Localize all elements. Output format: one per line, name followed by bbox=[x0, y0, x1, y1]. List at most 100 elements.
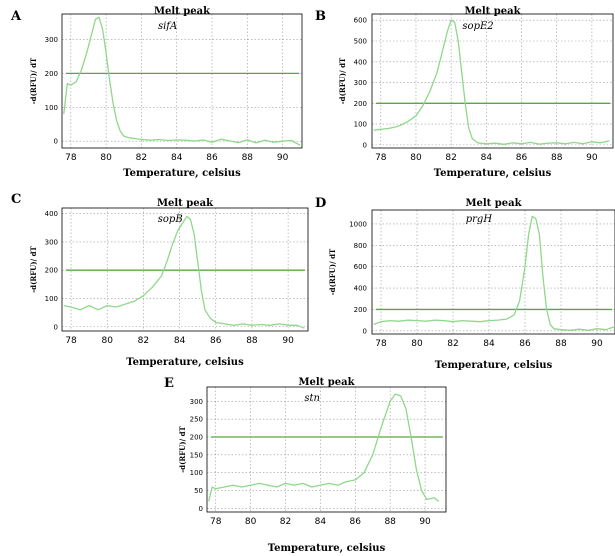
y-tick-label: 0 bbox=[54, 138, 58, 146]
x-tick-label: 86 bbox=[516, 153, 528, 163]
x-tick-label: 78 bbox=[375, 339, 387, 349]
x-tick-label: 90 bbox=[419, 517, 431, 527]
y-tick-label: 600 bbox=[354, 263, 367, 271]
x-tick-label: 84 bbox=[171, 153, 183, 163]
x-tick-label: 78 bbox=[65, 336, 77, 346]
x-tick-label: 82 bbox=[136, 153, 147, 163]
y-axis-label: -d(RFU)/ dT bbox=[338, 57, 347, 104]
melt-curve bbox=[373, 215, 615, 331]
x-axis-label: Temperature, celsius bbox=[435, 360, 553, 371]
y-tick-label: 500 bbox=[354, 38, 367, 46]
x-tick-label: 78 bbox=[210, 517, 222, 527]
plot-frame bbox=[61, 207, 309, 332]
x-tick-label: 80 bbox=[100, 153, 112, 163]
y-tick-label: 0 bbox=[199, 505, 203, 513]
plot-frame bbox=[206, 386, 447, 513]
y-tick-label: 150 bbox=[190, 451, 203, 459]
x-tick-label: 84 bbox=[315, 517, 327, 527]
x-tick-label: 90 bbox=[277, 153, 289, 163]
x-tick-label: 84 bbox=[481, 153, 493, 163]
x-tick-label: 80 bbox=[410, 153, 422, 163]
x-tick-label: 84 bbox=[483, 339, 495, 349]
y-tick-label: 400 bbox=[354, 285, 367, 293]
gene-label: stn bbox=[304, 393, 320, 404]
plot-frame bbox=[371, 209, 615, 335]
panel-letter-a: A bbox=[10, 9, 22, 24]
y-axis-label: -d(RFU)/ dT bbox=[328, 248, 337, 295]
y-tick-label: 200 bbox=[45, 70, 58, 78]
x-axis-label: Temperature, celsius bbox=[268, 543, 386, 554]
panel-letter-d: D bbox=[315, 196, 326, 211]
x-tick-label: 88 bbox=[551, 153, 563, 163]
chart-title: Melt peak bbox=[465, 198, 522, 209]
panel-letter-e: E bbox=[164, 376, 174, 391]
x-tick-label: 84 bbox=[174, 336, 186, 346]
y-tick-label: 100 bbox=[354, 121, 367, 129]
chart-title: Melt peak bbox=[298, 377, 355, 388]
x-tick-label: 90 bbox=[591, 339, 603, 349]
x-tick-label: 86 bbox=[519, 339, 531, 349]
y-tick-label: 250 bbox=[190, 416, 203, 424]
y-tick-label: 200 bbox=[45, 267, 58, 275]
plot-frame bbox=[61, 13, 303, 149]
x-tick-label: 80 bbox=[245, 517, 257, 527]
panel-a: A Melt peak sifA 78 80 82 84 86 88 90 0 100 200 300 Te… bbox=[10, 6, 303, 179]
x-tick-label: 78 bbox=[65, 153, 77, 163]
plot-frame bbox=[371, 13, 614, 149]
x-tick-label: 88 bbox=[555, 339, 567, 349]
x-axis-label: Temperature, celsius bbox=[434, 168, 552, 179]
x-tick-label: 80 bbox=[101, 336, 113, 346]
y-tick-label: 50 bbox=[194, 487, 203, 495]
y-tick-label: 300 bbox=[354, 79, 367, 87]
x-tick-label: 86 bbox=[350, 517, 362, 527]
panel-b: B Melt peak sopE2 78 80 82 84 86 88 90 0 100 200 300 4… bbox=[315, 6, 614, 179]
panel-letter-b: B bbox=[315, 9, 326, 24]
x-tick-label: 82 bbox=[280, 517, 291, 527]
x-tick-label: 90 bbox=[586, 153, 598, 163]
chart-title: Melt peak bbox=[154, 6, 211, 17]
y-axis-label: -d(RFU)/ dT bbox=[29, 246, 38, 293]
y-tick-label: 100 bbox=[190, 469, 203, 477]
y-tick-label: 400 bbox=[354, 58, 367, 66]
x-tick-label: 88 bbox=[242, 153, 254, 163]
panel-c: C Melt peak sopB 78 80 82 84 86 88 90 0 100 200 300 40… bbox=[11, 192, 309, 368]
panel-letter-c: C bbox=[11, 192, 21, 207]
chart-title: Melt peak bbox=[464, 6, 521, 17]
y-axis-label: -d(RFU)/ dT bbox=[29, 57, 38, 104]
y-tick-label: 300 bbox=[190, 398, 203, 406]
gene-label: sopE2 bbox=[462, 21, 493, 32]
y-tick-label: 0 bbox=[363, 141, 367, 149]
gene-label: sifA bbox=[158, 21, 177, 32]
melt-curve bbox=[63, 215, 305, 329]
y-tick-label: 800 bbox=[354, 242, 367, 250]
x-tick-label: 88 bbox=[246, 336, 258, 346]
y-tick-label: 300 bbox=[45, 238, 58, 246]
x-axis-label: Temperature, celsius bbox=[126, 357, 244, 368]
y-tick-label: 1000 bbox=[349, 220, 367, 228]
y-tick-label: 0 bbox=[363, 327, 367, 335]
y-tick-label: 400 bbox=[45, 210, 58, 218]
melt-curve bbox=[373, 19, 610, 145]
x-tick-label: 78 bbox=[375, 153, 387, 163]
melt-curve bbox=[63, 16, 301, 146]
y-tick-label: 100 bbox=[45, 104, 58, 112]
y-tick-label: 300 bbox=[45, 36, 58, 44]
y-tick-label: 200 bbox=[354, 306, 367, 314]
gene-label: sopB bbox=[158, 214, 183, 225]
x-tick-label: 88 bbox=[384, 517, 396, 527]
x-tick-label: 82 bbox=[447, 339, 458, 349]
chart-title: Melt peak bbox=[157, 198, 214, 209]
gene-label: prgH bbox=[466, 214, 493, 225]
y-tick-label: 0 bbox=[54, 323, 58, 331]
x-tick-label: 82 bbox=[138, 336, 149, 346]
y-tick-label: 200 bbox=[354, 100, 367, 108]
x-tick-label: 90 bbox=[282, 336, 294, 346]
x-axis-label: Temperature, celsius bbox=[123, 168, 241, 179]
y-tick-label: 200 bbox=[190, 434, 203, 442]
melt-curve bbox=[208, 393, 440, 502]
y-tick-label: 600 bbox=[354, 17, 367, 25]
panel-e: E Melt peak stn 78 80 82 84 86 88 90 0 50 100 150 200 2… bbox=[164, 376, 447, 554]
x-tick-label: 80 bbox=[411, 339, 423, 349]
x-tick-label: 86 bbox=[210, 336, 222, 346]
